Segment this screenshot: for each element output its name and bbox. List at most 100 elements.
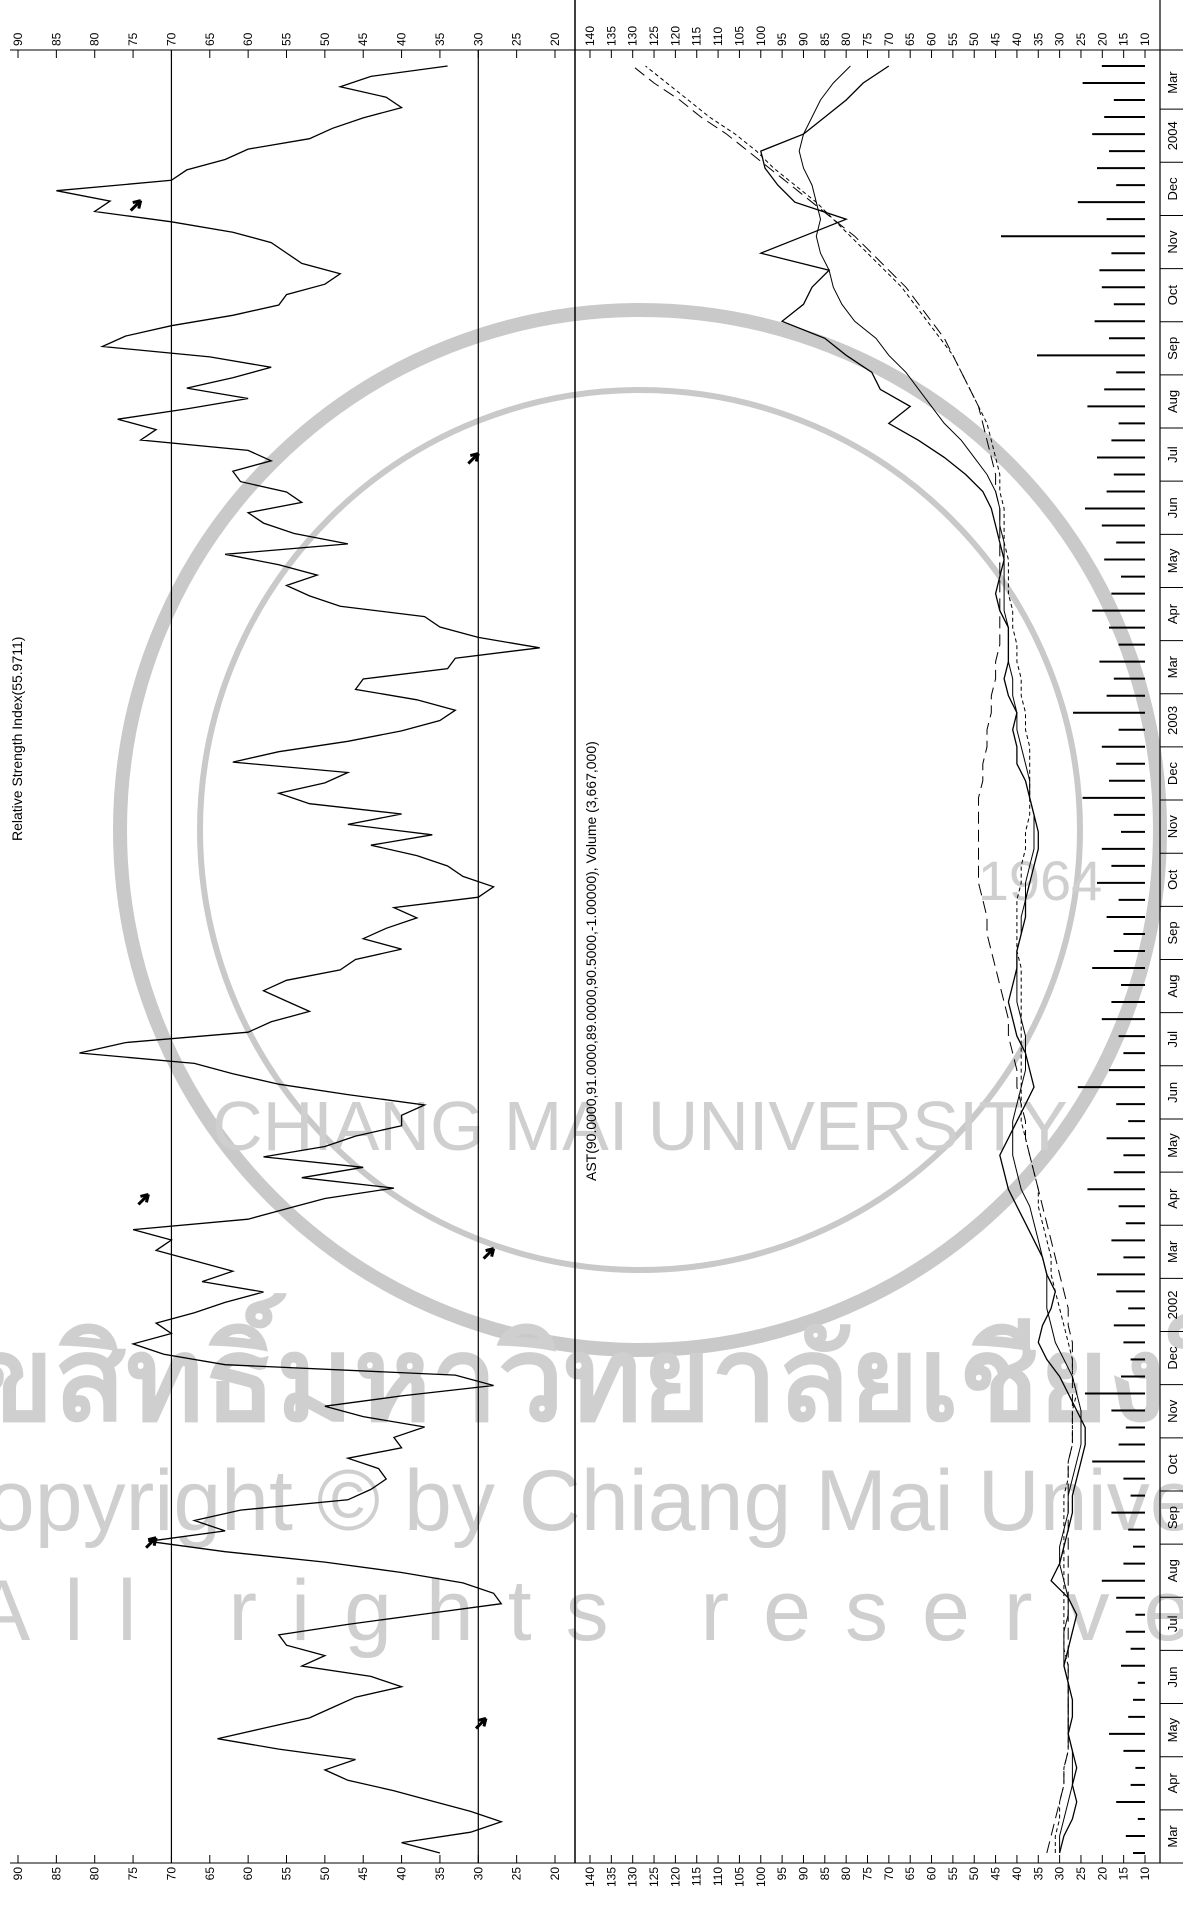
price-y-tick-label: 60 — [925, 32, 939, 46]
month-label: Sep — [1165, 921, 1180, 944]
rsi-y-tick-label: 40 — [395, 1867, 409, 1881]
rsi-y-tick-label: 75 — [126, 32, 140, 46]
price-y-tick-label: 25 — [1074, 32, 1088, 46]
month-label: Nov — [1165, 815, 1180, 839]
price-y-tick-label: 40 — [1010, 1867, 1024, 1881]
rsi-y-tick-label: 55 — [280, 1867, 294, 1881]
price-y-tick-label: 125 — [647, 26, 661, 46]
price-y-tick-label: 120 — [668, 26, 682, 46]
rsi-y-tick-label: 20 — [548, 32, 562, 46]
rsi-y-tick-label: 35 — [433, 1867, 447, 1881]
price-y-tick-label: 20 — [1095, 32, 1109, 46]
rsi-y-tick-label: 60 — [241, 1867, 255, 1881]
month-label: May — [1165, 1133, 1180, 1158]
month-label: Sep — [1165, 337, 1180, 360]
price-y-tick-label: 65 — [903, 32, 917, 46]
rsi-arrow-marker — [467, 452, 480, 465]
price-y-tick-label: 85 — [818, 32, 832, 46]
watermark: ลิขสิทธิ์มหาวิทยาลัยเชียงใหม่ Copyright … — [0, 303, 1183, 1659]
rsi-y-tick-label: 85 — [49, 32, 63, 46]
rsi-y-tick-label: 55 — [280, 32, 294, 46]
volume-bars — [1001, 65, 1145, 1854]
price-y-tick-label: 100 — [754, 1867, 768, 1887]
price-y-tick-label: 10 — [1138, 1867, 1152, 1881]
price-y-tick-label: 70 — [882, 1867, 896, 1881]
month-label: May — [1165, 548, 1180, 573]
rsi-arrow-marker — [474, 1716, 488, 1730]
month-label: Dec — [1165, 177, 1180, 201]
price-y-tick-label: 10 — [1138, 32, 1152, 46]
month-label: Oct — [1165, 869, 1180, 890]
price-y-tick-label: 75 — [861, 32, 875, 46]
month-label: Oct — [1165, 1454, 1180, 1475]
rsi-y-tick-label: 85 — [49, 1867, 63, 1881]
price-title: AST(90.0000,91.0000,89.0000,90.5000,-1.0… — [583, 741, 599, 1181]
price-y-tick-label: 25 — [1074, 1867, 1088, 1881]
month-label: Apr — [1165, 603, 1180, 624]
watermark-seal-year: 1964 — [978, 849, 1103, 912]
price-y-tick-label: 60 — [925, 1867, 939, 1881]
price-y-tick-label: 50 — [967, 32, 981, 46]
rsi-y-tick-label: 45 — [356, 1867, 370, 1881]
month-label: 2003 — [1165, 706, 1180, 735]
watermark-thai-text: ลิขสิทธิ์มหาวิทยาลัยเชียงใหม่ — [0, 1293, 1183, 1446]
month-label: Oct — [1165, 285, 1180, 306]
rsi-title: Relative Strength Index(55.9711) — [9, 637, 25, 841]
month-label: Mar — [1165, 1825, 1180, 1848]
month-label: Aug — [1165, 1559, 1180, 1582]
month-label: Dec — [1165, 761, 1180, 785]
price-y-tick-label: 110 — [711, 1867, 725, 1886]
price-y-tick-label: 80 — [839, 1867, 853, 1881]
price-y-tick-label: 30 — [1053, 1867, 1067, 1881]
price-y-tick-label: 45 — [989, 32, 1003, 46]
rsi-y-tick-label: 30 — [471, 32, 485, 46]
month-label: Jun — [1165, 1667, 1180, 1688]
rsi-y-tick-label: 60 — [241, 32, 255, 46]
rsi-y-tick-label: 80 — [88, 1867, 102, 1881]
month-label: Jul — [1165, 446, 1180, 463]
price-y-tick-label: 80 — [839, 32, 853, 46]
chart-frame — [10, 0, 1183, 1864]
month-label: Mar — [1165, 71, 1180, 94]
month-label: Apr — [1165, 1188, 1180, 1209]
rsi-y-tick-label: 65 — [203, 1867, 217, 1881]
rsi-y-tick-label: 75 — [126, 1867, 140, 1881]
watermark-rights: All rights reserved — [0, 1563, 1183, 1659]
price-y-tick-label: 115 — [690, 27, 704, 46]
price-y-tick-label: 55 — [946, 32, 960, 46]
watermark-seal-inner — [197, 387, 1083, 1273]
price-y-tick-label: 130 — [626, 26, 640, 46]
month-label: May — [1165, 1717, 1180, 1742]
price-y-tick-label: 140 — [583, 1867, 597, 1887]
price-y-tick-label: 70 — [882, 32, 896, 46]
price-y-axis-right: 140 135 130 125 120 115 110 105 100 95 90 85 80 75 70 6… — [583, 26, 1152, 58]
rsi-y-tick-label: 90 — [11, 1867, 25, 1881]
price-y-tick-label: 110 — [711, 27, 725, 46]
rsi-arrow-marker — [145, 1536, 158, 1549]
price-y-tick-label: 135 — [604, 26, 618, 46]
rsi-y-tick-label: 90 — [11, 32, 25, 46]
rsi-y-tick-label: 25 — [510, 1867, 524, 1881]
rsi-panel: Relative Strength Index(55.9711) 90 85 80 7… — [9, 32, 562, 1880]
rsi-arrow-marker — [137, 1192, 150, 1206]
rsi-y-axis-left: 90 85 80 75 70 65 60 55 50 45 40 35 30 25 20 — [11, 1855, 562, 1880]
month-label: Sep — [1165, 1506, 1180, 1529]
price-line-1 — [798, 65, 1082, 1853]
price-y-tick-label: 40 — [1010, 32, 1024, 46]
price-y-tick-label: 105 — [732, 1867, 746, 1887]
month-label: Jun — [1165, 497, 1180, 518]
rsi-y-tick-label: 70 — [164, 32, 178, 46]
watermark-copyright: Copyright © by Chiang Mai University — [0, 1453, 1183, 1549]
price-y-tick-label: 95 — [775, 32, 789, 46]
price-y-tick-label: 75 — [861, 1867, 875, 1881]
rsi-y-tick-label: 20 — [548, 1867, 562, 1881]
month-label: Aug — [1165, 975, 1180, 998]
price-y-tick-label: 20 — [1095, 1867, 1109, 1881]
rsi-arrow-marker — [129, 199, 143, 212]
month-label: 2004 — [1165, 121, 1180, 150]
price-y-axis-left: 140 135 130 125 120 115 110 105 100 95 90 85 80 75 70 6… — [583, 1855, 1152, 1887]
month-label: 2002 — [1165, 1290, 1180, 1319]
month-label: Aug — [1165, 390, 1180, 413]
month-label: Nov — [1165, 230, 1180, 254]
